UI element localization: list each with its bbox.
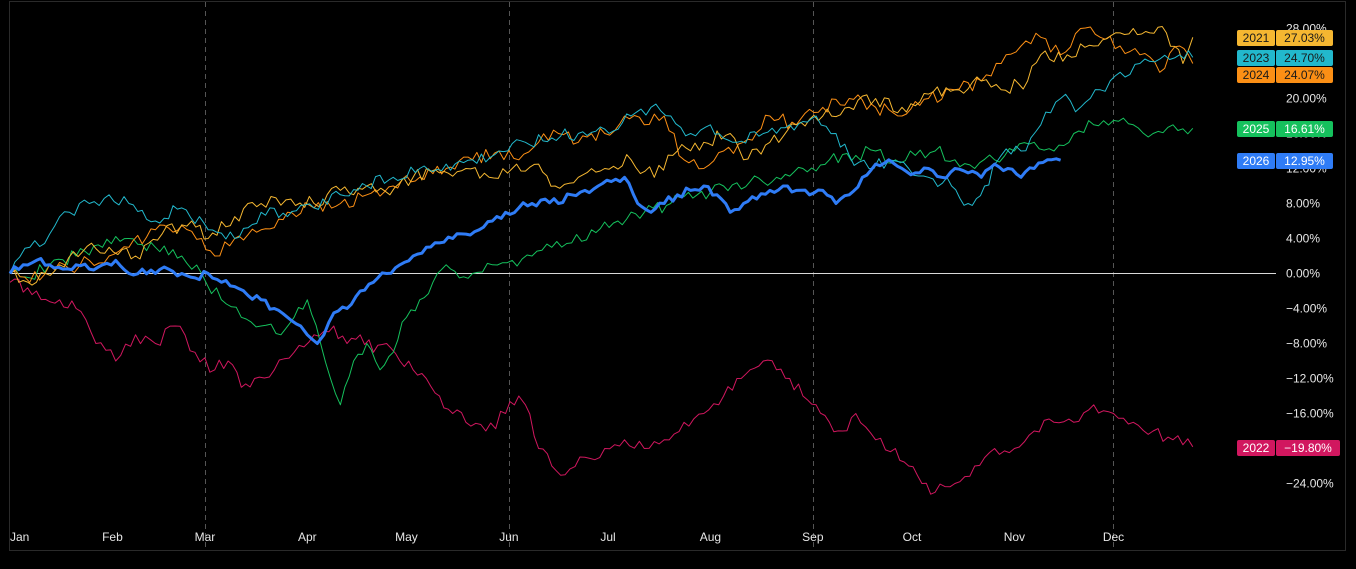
legend-tag-value: 16.61%: [1284, 122, 1325, 136]
legend-tag-2023: 2023 24.70%: [1237, 50, 1333, 66]
legend-tag-2022: 2022 −19.80%: [1237, 440, 1340, 456]
y-tick-label: −8.00%: [1286, 337, 1327, 351]
legend-tag-2021: 2021 27.03%: [1237, 30, 1333, 46]
x-tick-label-oct: Oct: [903, 530, 922, 544]
legend-tag-value: 12.95%: [1284, 154, 1325, 168]
legend-tag-year: 2021: [1243, 31, 1270, 45]
y-tick-label: −24.00%: [1286, 477, 1334, 491]
x-tick-label-mar: Mar: [195, 530, 216, 544]
legend-tag-value: −19.80%: [1284, 441, 1332, 455]
legend-tag-year: 2025: [1243, 122, 1270, 136]
legend-tag-value: 24.70%: [1284, 51, 1325, 65]
x-tick-label-nov: Nov: [1004, 530, 1025, 544]
y-tick-label: 0.00%: [1286, 267, 1320, 281]
y-tick-label: 8.00%: [1286, 197, 1320, 211]
y-tick-label: 4.00%: [1286, 232, 1320, 246]
x-tick-label-jan: Jan: [10, 530, 29, 544]
y-tick-label: −12.00%: [1286, 372, 1334, 386]
legend-tag-year: 2024: [1243, 68, 1270, 82]
legend-tag-2024: 2024 24.07%: [1237, 67, 1333, 83]
x-tick-label-feb: Feb: [102, 530, 123, 544]
legend-tag-value: 24.07%: [1284, 68, 1325, 82]
x-tick-label-dec: Dec: [1103, 530, 1124, 544]
x-tick-label-may: May: [395, 530, 418, 544]
legend-tag-2025: 2025 16.61%: [1237, 121, 1333, 137]
legend-tag-year: 2026: [1243, 154, 1270, 168]
x-tick-label-sep: Sep: [802, 530, 824, 544]
x-tick-label-aug: Aug: [700, 530, 721, 544]
legend-tag-year: 2022: [1243, 441, 1270, 455]
legend-tag-year: 2023: [1243, 51, 1270, 65]
legend-tag-2026: 2026 12.95%: [1237, 153, 1333, 169]
y-tick-label: 20.00%: [1286, 92, 1327, 106]
y-tick-label: −4.00%: [1286, 302, 1327, 316]
x-tick-label-apr: Apr: [298, 530, 317, 544]
legend-tag-value: 27.03%: [1284, 31, 1325, 45]
x-tick-label-jul: Jul: [600, 530, 615, 544]
y-tick-label: −16.00%: [1286, 407, 1334, 421]
x-tick-label-jun: Jun: [499, 530, 518, 544]
